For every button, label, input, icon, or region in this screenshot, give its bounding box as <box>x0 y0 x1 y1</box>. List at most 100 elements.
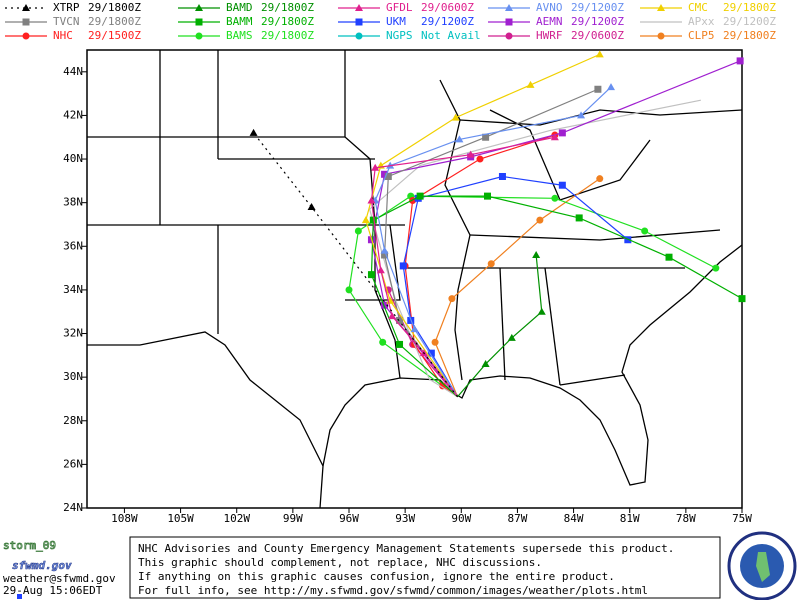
legend-marker <box>355 32 363 40</box>
x-tick-label: 84W <box>564 512 584 525</box>
legend-name: BAMS <box>226 29 253 42</box>
legend-name: AEMN <box>536 15 563 28</box>
track-point <box>380 246 389 254</box>
legend-time: 29/1800Z <box>88 1 141 14</box>
track-point <box>665 253 673 261</box>
legend-time: 29/1800Z <box>88 15 141 28</box>
legend-marker <box>195 32 203 40</box>
track-point <box>483 192 491 200</box>
track-point <box>371 163 380 171</box>
track-point <box>526 80 535 88</box>
track-point <box>384 172 392 180</box>
track-point <box>427 349 435 357</box>
legend-name: CMC <box>688 1 708 14</box>
notice-line: For full info, see http://my.sfwmd.gov/s… <box>138 584 648 597</box>
track-point <box>596 175 604 183</box>
legend-marker <box>22 32 30 40</box>
y-tick-label: 34N <box>63 283 83 296</box>
track-point <box>345 286 353 294</box>
legend-marker <box>505 18 513 26</box>
legend-time: 29/1200Z <box>571 1 624 14</box>
legend-marker <box>195 4 203 11</box>
icon <box>17 594 22 599</box>
legend-marker <box>355 4 363 11</box>
track-point <box>431 338 439 346</box>
legend-marker <box>22 4 30 11</box>
legend-name: TVCN <box>53 15 80 28</box>
track-line <box>370 136 555 398</box>
track-point <box>379 338 387 346</box>
notice-line: This graphic should complement, not repl… <box>138 556 542 569</box>
track-point <box>481 360 490 368</box>
y-tick-label: 36N <box>63 239 83 252</box>
y-tick-label: 26N <box>63 457 83 470</box>
track-point <box>575 214 583 222</box>
y-tick-label: 42N <box>63 108 83 121</box>
track-line <box>402 175 629 398</box>
x-tick-label: 90W <box>451 512 471 525</box>
track-line <box>348 195 717 398</box>
x-tick-label: 96W <box>339 512 359 525</box>
track-point <box>577 111 586 119</box>
legend-name: AVNO <box>536 1 563 14</box>
state-border <box>345 224 401 301</box>
track-point <box>388 312 397 320</box>
x-tick-label: 81W <box>620 512 640 525</box>
y-tick-label: 38N <box>63 196 83 209</box>
track-line <box>374 86 612 398</box>
state-border <box>544 267 561 386</box>
y-tick-label: 28N <box>63 414 83 427</box>
legend-name: BAMM <box>226 15 253 28</box>
storm-id: storm_09 <box>3 539 56 552</box>
y-tick-label: 30N <box>63 370 83 383</box>
track-point <box>498 172 506 180</box>
timestamp: 29-Aug 15:06EDT <box>3 584 103 597</box>
notice-line: NHC Advisories and County Emergency Mana… <box>138 542 674 555</box>
x-tick-label: 93W <box>395 512 415 525</box>
track-point <box>381 251 389 259</box>
site-logo: sfwmd.gov <box>12 559 72 572</box>
footer: storm_09 sfwmd.gov weather@sfwmd.gov 29-… <box>3 531 797 600</box>
legend-name: GFDL <box>386 1 413 14</box>
legend-name: NGPS <box>386 29 413 42</box>
legend-marker <box>22 18 30 26</box>
legend-time: 29/1800Z <box>723 29 776 42</box>
email: weather@sfwmd.gov <box>3 572 116 585</box>
legend-time: 29/1200Z <box>571 15 624 28</box>
legend-time: 29/1800Z <box>261 29 314 42</box>
track-point <box>736 57 744 65</box>
legend-marker <box>657 32 665 40</box>
legend-time: Not Avail <box>421 29 481 42</box>
legend-time: 29/1200Z <box>421 15 474 28</box>
track-point <box>550 133 559 141</box>
state-border <box>559 374 626 386</box>
coastline <box>87 331 324 509</box>
track-point <box>448 295 456 303</box>
x-tick-label: 75W <box>732 512 752 525</box>
legend-name: NHC <box>53 29 73 42</box>
y-tick-label: 24N <box>63 501 83 514</box>
track-point <box>476 155 484 163</box>
track-point <box>361 216 370 224</box>
track-point <box>594 85 602 93</box>
track-point <box>532 251 541 259</box>
track-point <box>367 271 375 279</box>
legend-time: 29/1800Z <box>723 1 776 14</box>
legend-name: XTRP <box>53 1 80 14</box>
map-frame <box>86 49 743 509</box>
track-line <box>253 132 459 398</box>
track-point <box>399 262 407 270</box>
y-tick-label: 44N <box>63 65 83 78</box>
track-point <box>507 333 516 341</box>
legend-time: 29/0600Z <box>571 29 624 42</box>
legend-marker <box>657 4 665 11</box>
track-point <box>455 135 464 143</box>
x-tick-label: 99W <box>283 512 303 525</box>
legend-marker <box>505 4 513 11</box>
track-point <box>738 295 746 303</box>
state-border <box>459 109 743 126</box>
track-point <box>396 340 404 348</box>
track-point <box>466 150 475 158</box>
track-point <box>487 260 495 268</box>
